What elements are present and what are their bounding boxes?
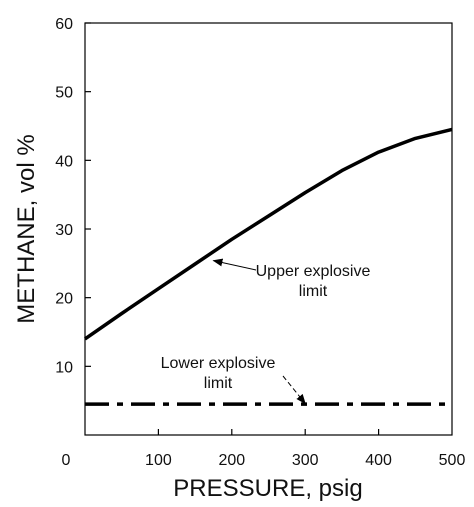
upper-limit-line <box>84 127 453 341</box>
series-layer <box>84 127 453 406</box>
annotation-label: Upper explosive <box>256 263 371 280</box>
y-axis-title: METHANE, vol % <box>13 134 40 323</box>
annotation-arrow <box>282 375 306 405</box>
annotation-label: limit <box>299 283 328 300</box>
y-tick-label: 60 <box>55 16 73 33</box>
y-tick-label: 30 <box>55 222 73 239</box>
x-tick-label: 200 <box>218 452 245 469</box>
x-tick-label: 300 <box>292 452 319 469</box>
annotation-arrow <box>212 258 257 271</box>
x-tick-label: 500 <box>439 452 466 469</box>
y-tick-label: 40 <box>55 153 73 170</box>
y-tick-label: 50 <box>55 85 73 102</box>
annotation-label: limit <box>204 375 233 392</box>
y-tick-label: 10 <box>55 359 73 376</box>
x-axis-ticks: 0 100 200 300 400 500 <box>62 429 466 469</box>
x-axis-title: PRESSURE, psig <box>173 475 362 502</box>
plot-frame <box>84 22 453 436</box>
y-tick-label: 20 <box>55 291 73 308</box>
y-axis-ticks: 10 20 30 40 50 60 <box>55 16 91 376</box>
x-tick-label: 100 <box>145 452 172 469</box>
annotation-label: Lower explosive <box>161 355 276 372</box>
x-tick-label: 0 <box>62 452 71 469</box>
annotation-layer: Upper explosive limit Lower explosive limit <box>161 258 371 405</box>
x-tick-label: 400 <box>365 452 392 469</box>
